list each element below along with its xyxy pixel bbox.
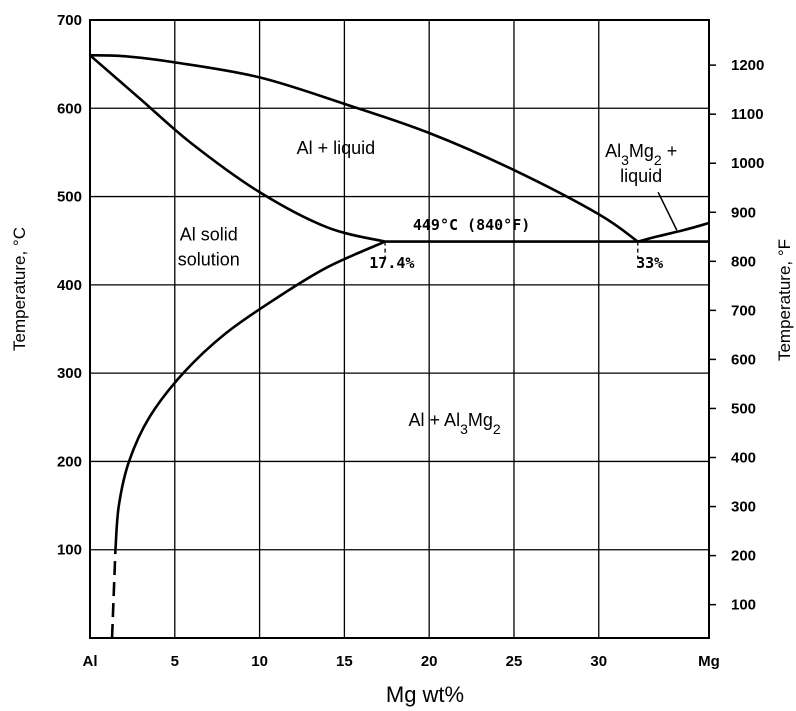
annotations: 449°C (840°F) 17.4% 33% (369, 216, 663, 272)
y-tick-label: 600 (57, 100, 82, 117)
y-tick-label: 500 (57, 189, 82, 206)
y-axis-left-ticks: 100 200 300 400 500 600 700 (57, 12, 82, 559)
y-tick-label: 400 (57, 277, 82, 294)
y-axis-right-label: Temperature, °F (775, 239, 794, 361)
curve-solvus (114, 240, 386, 550)
y-right-tick-label: 1200 (731, 57, 764, 74)
y-right-tick-label: 600 (731, 351, 756, 368)
y-right-tick-label: 1000 (731, 155, 764, 172)
region-label-al_al3mg2: Al + Al3Mg2 (409, 410, 501, 437)
y-right-tick-label: 500 (731, 400, 756, 417)
x-tick-label: 25 (506, 653, 523, 670)
curve-solvus_dashed (110, 549, 117, 639)
x-axis-ticks: Al 5 10 15 20 25 30 Mg (83, 653, 720, 670)
x-tick-label: Al (83, 653, 98, 670)
region-label-al_solid_solution: solution (178, 250, 240, 270)
y-axis-right-ticks: 100 200 300 400 500 600 700 800 900 1000 1100 1200 (709, 57, 764, 614)
region-pointer-line (657, 191, 678, 231)
y-tick-label: 300 (57, 365, 82, 382)
y-right-tick-label: 100 (731, 597, 756, 614)
y-tick-label: 200 (57, 453, 82, 470)
y-right-tick-label: 900 (731, 204, 756, 221)
curve-liquidus_mg_side (637, 221, 710, 243)
y-right-tick-label: 700 (731, 302, 756, 319)
y-right-tick-label: 800 (731, 253, 756, 270)
y-right-tick-label: 200 (731, 548, 756, 565)
annotation-eutectic_comp: 33% (636, 254, 663, 272)
y-right-tick-label: 1100 (731, 106, 764, 123)
grid (90, 20, 709, 638)
x-tick-label: 5 (171, 653, 179, 670)
y-right-tick-label: 400 (731, 450, 756, 467)
region-label-al_liquid: Al + liquid (297, 138, 376, 158)
region-label-al_solid_solution: Al solid (180, 225, 238, 245)
x-tick-label: 30 (590, 653, 607, 670)
x-tick-label: 15 (336, 653, 353, 670)
y-axis-left-label: Temperature, °C (10, 227, 29, 351)
y-right-tick-label: 300 (731, 499, 756, 516)
x-tick-label: 20 (421, 653, 438, 670)
x-axis-label: Mg wt% (386, 682, 464, 707)
y-tick-label: 100 (57, 542, 82, 559)
annotation-eutectic_temp: 449°C (840°F) (413, 216, 530, 234)
y-tick-label: 700 (57, 12, 82, 29)
annotation-solubility_limit: 17.4% (369, 254, 414, 272)
plot-frame (89, 19, 710, 639)
region-label-al3mg2_liquid: Al3Mg2 + (605, 141, 677, 168)
region-label-al3mg2_liquid: liquid (620, 166, 662, 186)
phase-boundaries (89, 54, 710, 639)
x-tick-label: Mg (698, 653, 720, 670)
region-labels: Al + liquid Al solid solution Al + Al3Mg2 Al… (178, 138, 678, 437)
x-tick-label: 10 (251, 653, 268, 670)
curve-liquidus (89, 54, 639, 243)
curve-solidus (89, 54, 386, 243)
